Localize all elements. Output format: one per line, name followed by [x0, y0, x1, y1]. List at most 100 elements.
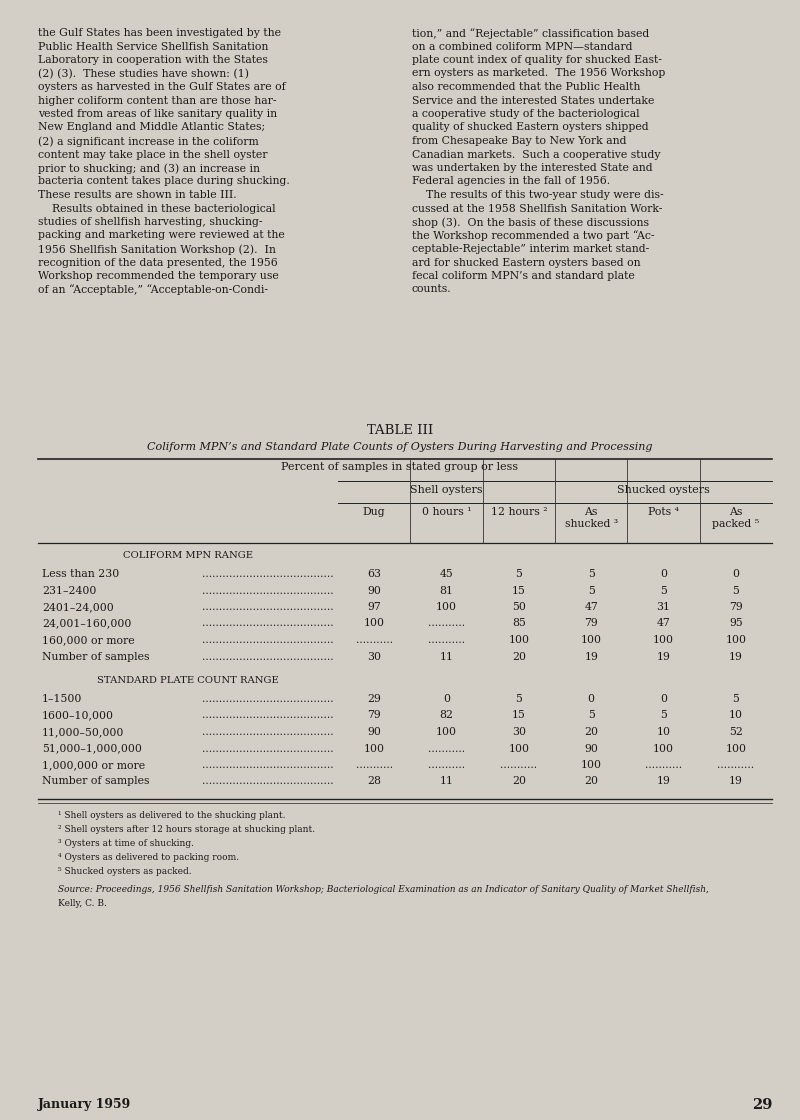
Text: Service and the interested States undertake: Service and the interested States undert…: [412, 95, 654, 105]
Text: 90: 90: [584, 744, 598, 754]
Text: bacteria content takes place during shucking.: bacteria content takes place during shuc…: [38, 177, 290, 187]
Text: 90: 90: [367, 586, 381, 596]
Text: 231–2400: 231–2400: [42, 586, 96, 596]
Text: .......................................: .......................................: [202, 652, 334, 662]
Text: 5: 5: [588, 710, 594, 720]
Text: ¹ Shell oysters as delivered to the shucking plant.: ¹ Shell oysters as delivered to the shuc…: [58, 811, 286, 820]
Text: Number of samples: Number of samples: [42, 776, 150, 786]
Text: ...........: ...........: [500, 760, 538, 771]
Text: shop (3).  On the basis of these discussions: shop (3). On the basis of these discussi…: [412, 217, 649, 227]
Text: 19: 19: [584, 652, 598, 662]
Text: Coliform MPN’s and Standard Plate Counts of Oysters During Harvesting and Proces: Coliform MPN’s and Standard Plate Counts…: [147, 442, 653, 452]
Text: 15: 15: [512, 586, 526, 596]
Text: higher coliform content than are those har-: higher coliform content than are those h…: [38, 95, 277, 105]
Text: 47: 47: [657, 618, 670, 628]
Text: tion,” and “Rejectable” classification based: tion,” and “Rejectable” classification b…: [412, 28, 650, 39]
Text: 20: 20: [512, 652, 526, 662]
Text: Kelly, C. B.: Kelly, C. B.: [58, 899, 107, 908]
Text: (2) (3).  These studies have shown: (1): (2) (3). These studies have shown: (1): [38, 68, 249, 78]
Text: These results are shown in table III.: These results are shown in table III.: [38, 190, 237, 200]
Text: 85: 85: [512, 618, 526, 628]
Text: ...........: ...........: [428, 760, 465, 771]
Text: 5: 5: [515, 694, 522, 704]
Text: 24,001–160,000: 24,001–160,000: [42, 618, 131, 628]
Text: .......................................: .......................................: [202, 710, 334, 720]
Text: 100: 100: [653, 744, 674, 754]
Text: Results obtained in these bacteriological: Results obtained in these bacteriologica…: [38, 204, 276, 214]
Text: (2) a significant increase in the coliform: (2) a significant increase in the colifo…: [38, 136, 258, 147]
Text: Shell oysters: Shell oysters: [410, 485, 483, 495]
Text: STANDARD PLATE COUNT RANGE: STANDARD PLATE COUNT RANGE: [97, 676, 279, 685]
Text: Number of samples: Number of samples: [42, 652, 150, 662]
Text: cussed at the 1958 Shellfish Sanitation Work-: cussed at the 1958 Shellfish Sanitation …: [412, 204, 662, 214]
Text: 19: 19: [729, 652, 742, 662]
Text: .......................................: .......................................: [202, 776, 334, 786]
Text: 11: 11: [439, 776, 454, 786]
Text: .......................................: .......................................: [202, 635, 334, 645]
Text: January 1959: January 1959: [38, 1098, 131, 1111]
Text: fecal coliform MPN’s and standard plate: fecal coliform MPN’s and standard plate: [412, 271, 634, 281]
Text: 12 hours ²: 12 hours ²: [490, 507, 547, 517]
Text: vested from areas of like sanitary quality in: vested from areas of like sanitary quali…: [38, 109, 277, 119]
Text: 20: 20: [584, 776, 598, 786]
Text: counts.: counts.: [412, 284, 452, 295]
Text: 5: 5: [515, 569, 522, 579]
Text: 0: 0: [443, 694, 450, 704]
Text: .......................................: .......................................: [202, 586, 334, 596]
Text: 100: 100: [653, 635, 674, 645]
Text: 19: 19: [657, 652, 670, 662]
Text: also recommended that the Public Health: also recommended that the Public Health: [412, 82, 640, 92]
Text: 20: 20: [584, 727, 598, 737]
Text: Pots ⁴: Pots ⁴: [648, 507, 679, 517]
Text: 30: 30: [367, 652, 381, 662]
Text: a cooperative study of the bacteriological: a cooperative study of the bacteriologic…: [412, 109, 640, 119]
Text: 51,000–1,000,000: 51,000–1,000,000: [42, 744, 142, 754]
Text: 31: 31: [657, 603, 670, 612]
Text: ...........: ...........: [356, 760, 393, 771]
Text: 100: 100: [436, 603, 457, 612]
Text: 79: 79: [584, 618, 598, 628]
Text: from Chesapeake Bay to New York and: from Chesapeake Bay to New York and: [412, 136, 626, 146]
Text: 20: 20: [512, 776, 526, 786]
Text: ern oysters as marketed.  The 1956 Workshop: ern oysters as marketed. The 1956 Worksh…: [412, 68, 666, 78]
Text: prior to shucking; and (3) an increase in: prior to shucking; and (3) an increase i…: [38, 164, 260, 174]
Text: oysters as harvested in the Gulf States are of: oysters as harvested in the Gulf States …: [38, 82, 286, 92]
Text: 1–1500: 1–1500: [42, 694, 82, 704]
Text: 100: 100: [726, 744, 746, 754]
Text: 10: 10: [729, 710, 743, 720]
Text: 19: 19: [657, 776, 670, 786]
Text: on a combined coliform MPN—standard: on a combined coliform MPN—standard: [412, 41, 633, 52]
Text: Source: Proceedings, 1956 Shellfish Sanitation Workshop; Bacteriological Examina: Source: Proceedings, 1956 Shellfish Sani…: [58, 885, 709, 894]
Text: ...........: ...........: [718, 760, 754, 771]
Text: quality of shucked Eastern oysters shipped: quality of shucked Eastern oysters shipp…: [412, 122, 649, 132]
Text: As
shucked ³: As shucked ³: [565, 507, 618, 529]
Text: Laboratory in cooperation with the States: Laboratory in cooperation with the State…: [38, 55, 268, 65]
Text: .......................................: .......................................: [202, 603, 334, 612]
Text: .......................................: .......................................: [202, 618, 334, 628]
Text: 95: 95: [729, 618, 742, 628]
Text: plate count index of quality for shucked East-: plate count index of quality for shucked…: [412, 55, 662, 65]
Text: 100: 100: [726, 635, 746, 645]
Text: ...........: ...........: [428, 618, 465, 628]
Text: 19: 19: [729, 776, 742, 786]
Text: .......................................: .......................................: [202, 744, 334, 754]
Text: studies of shellfish harvesting, shucking-: studies of shellfish harvesting, shuckin…: [38, 217, 262, 227]
Text: 100: 100: [508, 635, 530, 645]
Text: 97: 97: [367, 603, 381, 612]
Text: 11,000–50,000: 11,000–50,000: [42, 727, 124, 737]
Text: 5: 5: [660, 586, 667, 596]
Text: ...........: ...........: [428, 635, 465, 645]
Text: content may take place in the shell oyster: content may take place in the shell oyst…: [38, 149, 267, 159]
Text: .......................................: .......................................: [202, 694, 334, 704]
Text: recognition of the data presented, the 1956: recognition of the data presented, the 1…: [38, 258, 278, 268]
Text: 5: 5: [732, 694, 739, 704]
Text: ³ Oysters at time of shucking.: ³ Oysters at time of shucking.: [58, 839, 194, 848]
Text: the Gulf States has been investigated by the: the Gulf States has been investigated by…: [38, 28, 281, 38]
Text: the Workshop recommended a two part “Ac-: the Workshop recommended a two part “Ac-: [412, 231, 654, 241]
Text: 2401–24,000: 2401–24,000: [42, 603, 114, 612]
Text: ard for shucked Eastern oysters based on: ard for shucked Eastern oysters based on: [412, 258, 641, 268]
Text: COLIFORM MPN RANGE: COLIFORM MPN RANGE: [123, 551, 253, 560]
Text: Workshop recommended the temporary use: Workshop recommended the temporary use: [38, 271, 278, 281]
Text: 100: 100: [436, 727, 457, 737]
Text: 50: 50: [512, 603, 526, 612]
